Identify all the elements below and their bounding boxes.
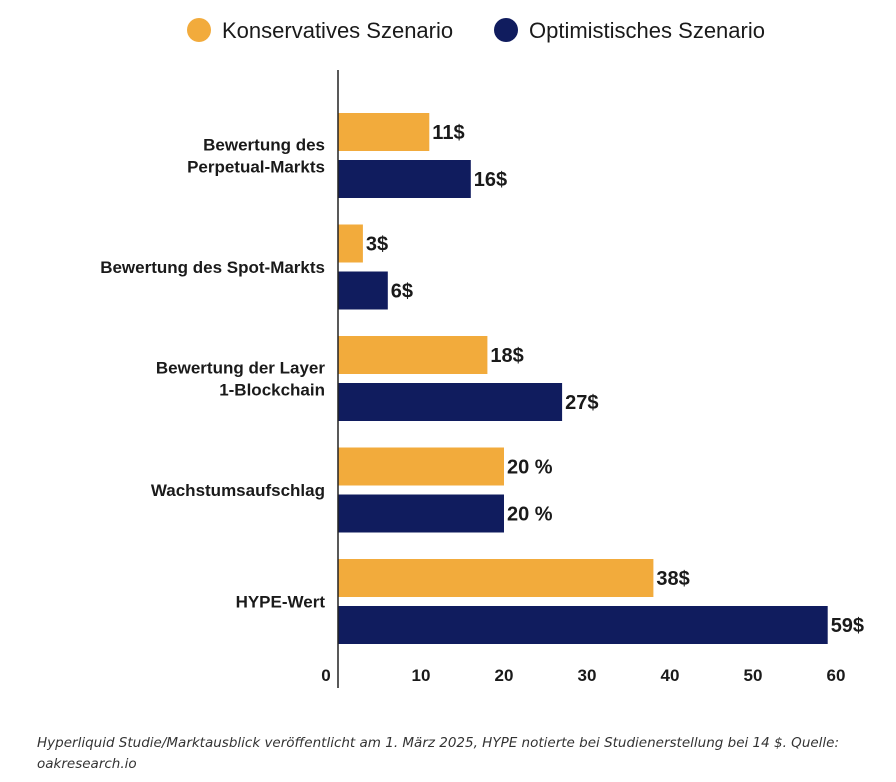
bar-chart: Konservatives Szenario Optimistisches Sze… bbox=[100, 18, 864, 688]
x-tick-label-40: 40 bbox=[661, 666, 680, 685]
bar-series1-cat5 bbox=[338, 559, 654, 597]
category-labels: Bewertung des Perpetual-Markts Bewertung d… bbox=[100, 136, 325, 612]
legend-swatch-1 bbox=[187, 18, 211, 42]
bar-series1-cat1 bbox=[338, 113, 430, 151]
value-label-series2-cat2: 6$ bbox=[391, 281, 413, 303]
category-label-1-line-1: Bewertung des bbox=[203, 136, 325, 155]
x-tick-label-10: 10 bbox=[412, 666, 431, 685]
category-label-2-line-1: Bewertung des Spot-Markts bbox=[100, 258, 325, 277]
value-label-series1-cat2: 3$ bbox=[366, 234, 388, 256]
caption: Hyperliquid Studie/Marktausblick veröffe… bbox=[37, 735, 840, 772]
category-label-5-line-1: HYPE-Wert bbox=[236, 593, 326, 612]
bar-series1-cat3 bbox=[338, 336, 488, 374]
bars bbox=[338, 113, 828, 644]
category-label-3-line-1: Bewertung der Layer bbox=[156, 359, 325, 378]
value-label-series1-cat4: 20 % bbox=[507, 457, 553, 479]
bar-series2-cat5 bbox=[338, 606, 828, 644]
x-tick-label-0: 0 bbox=[321, 666, 330, 685]
bar-series2-cat2 bbox=[338, 271, 388, 310]
bar-series2-cat4 bbox=[338, 494, 504, 533]
bar-series2-cat3 bbox=[338, 383, 563, 421]
value-label-series2-cat4: 20 % bbox=[507, 504, 553, 526]
x-tick-label-20: 20 bbox=[495, 666, 514, 685]
legend-label-1: Konservatives Szenario bbox=[222, 18, 453, 43]
x-tick-label-60: 60 bbox=[827, 666, 846, 685]
category-label-4-line-1: Wachstumsaufschlag bbox=[151, 481, 325, 500]
value-label-series2-cat5: 59$ bbox=[831, 615, 864, 637]
legend: Konservatives Szenario Optimistisches Sze… bbox=[187, 18, 765, 43]
value-label-series1-cat1: 11$ bbox=[432, 122, 464, 144]
value-label-series2-cat1: 16$ bbox=[474, 169, 507, 191]
legend-label-2: Optimistisches Szenario bbox=[529, 18, 765, 43]
value-label-series1-cat3: 18$ bbox=[490, 345, 523, 367]
x-tick-labels: 0 10 20 30 40 50 60 bbox=[321, 666, 845, 685]
value-labels: 11$ 3$ 18$ 20 % 38$ 16$ 6$ 27$ 20 % 59$ bbox=[366, 122, 864, 637]
bar-series2-cat1 bbox=[338, 160, 471, 198]
value-label-series2-cat3: 27$ bbox=[565, 392, 598, 414]
value-label-series1-cat5: 38$ bbox=[656, 568, 689, 590]
x-tick-label-50: 50 bbox=[744, 666, 763, 685]
category-label-1-line-2: Perpetual-Markts bbox=[187, 158, 325, 177]
legend-swatch-2 bbox=[494, 18, 518, 42]
x-tick-label-30: 30 bbox=[578, 666, 597, 685]
bar-series1-cat4 bbox=[338, 447, 504, 486]
category-label-3-line-2: 1-Blockchain bbox=[219, 381, 325, 400]
bar-series1-cat2 bbox=[338, 224, 363, 263]
